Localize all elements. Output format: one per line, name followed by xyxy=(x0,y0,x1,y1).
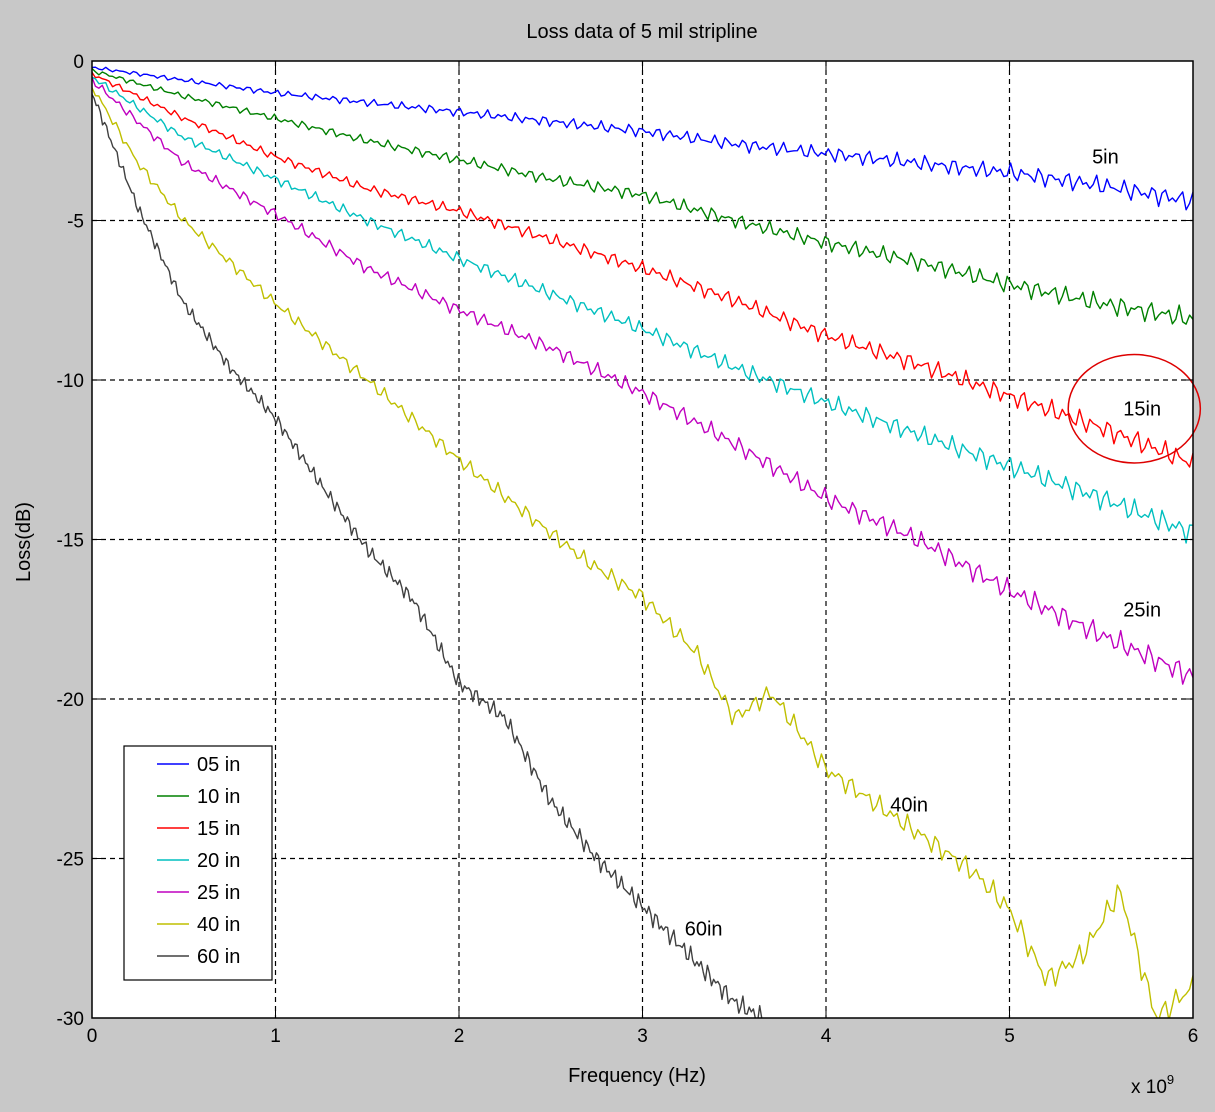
y-tick-label: -10 xyxy=(57,371,84,392)
annotation-layer: 5in 15in 25in 40in 60in xyxy=(685,147,1202,941)
legend-label: 40 in xyxy=(197,914,240,936)
series-annotation: 25in xyxy=(1123,600,1161,622)
legend-label: 60 in xyxy=(197,946,240,968)
legend: 05 in 10 in 15 in 20 in 25 in 40 in 60 in xyxy=(123,745,273,981)
highlight-ellipse xyxy=(1067,353,1202,464)
x-tick-label: 0 xyxy=(87,1026,98,1047)
x-tick-label: 1 xyxy=(270,1026,281,1047)
legend-box xyxy=(123,745,273,981)
y-axis-label: Loss(dB) xyxy=(13,502,35,582)
y-tick-label: -30 xyxy=(57,1009,84,1030)
series-annotation: 5in xyxy=(1092,147,1119,169)
legend-label: 10 in xyxy=(197,786,240,808)
x-multiplier-exponent: 9 xyxy=(1167,1072,1174,1087)
series-line-10in xyxy=(92,67,1193,325)
series-layer xyxy=(92,66,1193,1018)
series-line-05in xyxy=(92,66,1193,211)
y-tick-label: -20 xyxy=(57,690,84,711)
y-tick-label: -15 xyxy=(57,531,84,552)
x-tick-label: 2 xyxy=(454,1026,465,1047)
legend-label: 25 in xyxy=(197,882,240,904)
x-tick-label: 5 xyxy=(1004,1026,1015,1047)
x-multiplier-label: x 109 xyxy=(1131,1072,1174,1098)
legend-label: 15 in xyxy=(197,818,240,840)
x-multiplier-base: x 10 xyxy=(1131,1077,1167,1098)
series-annotation: 15in xyxy=(1123,399,1161,421)
series-annotation: 40in xyxy=(890,794,928,816)
y-tick-label: -5 xyxy=(67,212,84,233)
grid xyxy=(92,61,1193,1018)
series-line-20in xyxy=(92,76,1193,544)
series-line-40in xyxy=(92,87,1193,1018)
x-tick-label: 4 xyxy=(821,1026,832,1047)
chart-title: Loss data of 5 mil stripline xyxy=(526,21,757,43)
series-annotation: 60in xyxy=(685,919,723,941)
x-tick-label: 3 xyxy=(637,1026,648,1047)
legend-label: 20 in xyxy=(197,850,240,872)
x-axis-label: Frequency (Hz) xyxy=(568,1065,706,1087)
y-tick-label: 0 xyxy=(73,52,84,73)
series-line-60in xyxy=(92,94,763,1018)
series-line-25in xyxy=(92,76,1193,685)
series-line-15in xyxy=(92,71,1193,468)
tick-layer: 0 1 2 3 4 5 6 0 -5 -10 -15 -20 -25 -30 xyxy=(57,52,1199,1047)
x-tick-label: 6 xyxy=(1188,1026,1199,1047)
legend-label: 05 in xyxy=(197,754,240,776)
y-tick-label: -25 xyxy=(57,850,84,871)
